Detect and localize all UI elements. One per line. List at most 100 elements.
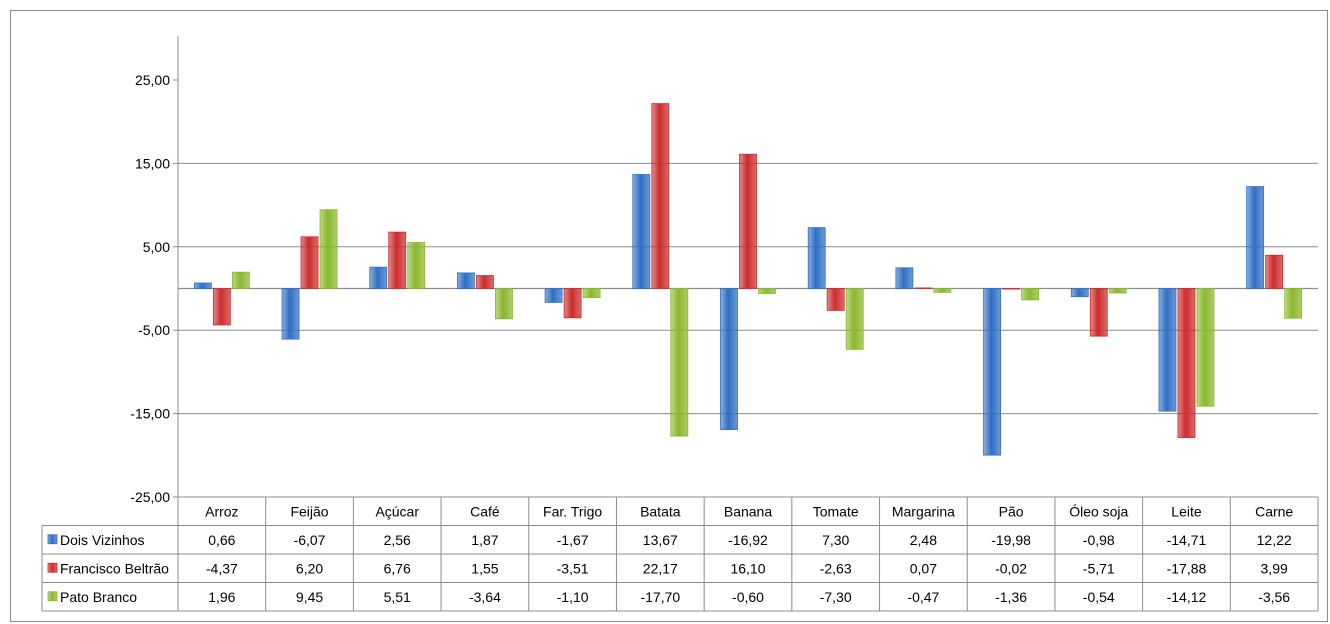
data-label: 1,96 [208,589,235,605]
data-label: 6,20 [296,560,323,576]
bar-francisco-beltr-o-9 [1002,288,1020,290]
data-label: -17,70 [640,589,680,605]
data-label: -2,63 [820,560,852,576]
bar-pato-branco-7 [845,288,864,350]
data-label: 0,66 [208,532,235,548]
data-label: -0,98 [1083,532,1115,548]
category-label: Batata [640,503,681,519]
data-label: -1,10 [557,589,589,605]
y-tick-label: -15,00 [130,406,170,422]
bar-dois-vizinhos-11 [1158,288,1177,412]
category-label: Margarina [892,503,955,519]
bar-francisco-beltr-o-12 [1265,254,1284,289]
bar-pato-branco-4 [582,288,601,299]
bar-pato-branco-10 [1108,288,1127,294]
data-label: -6,07 [294,532,326,548]
category-label: Carne [1255,503,1293,519]
bar-dois-vizinhos-0 [193,282,212,289]
bar-dois-vizinhos-6 [720,288,738,431]
data-label: -14,71 [1167,532,1207,548]
category-label: Far. Trigo [543,503,602,519]
data-label: -0,47 [907,589,939,605]
data-label: 13,67 [643,532,678,548]
category-label: Pão [999,503,1024,519]
data-label: -5,71 [1083,560,1115,576]
bar-pato-branco-3 [495,288,513,320]
data-label: 9,45 [296,589,323,605]
data-label: 22,17 [643,560,678,576]
bar-francisco-beltr-o-0 [212,288,231,326]
data-label: -0,60 [732,589,764,605]
legend-key-2 [47,591,58,602]
legend-label: Pato Branco [60,589,137,605]
data-label: 16,10 [730,560,765,576]
bar-dois-vizinhos-7 [807,227,826,289]
category-label: Óleo soja [1069,503,1128,519]
bar-pato-branco-9 [1021,288,1039,301]
bar-francisco-beltr-o-5 [651,103,670,289]
y-tick-label: -25,00 [130,489,170,505]
legend-label: Francisco Beltrão [60,560,169,576]
data-label: 3,99 [1261,560,1288,576]
data-label: 2,48 [910,532,937,548]
data-label: 0,07 [910,560,937,576]
bar-dois-vizinhos-5 [632,174,651,289]
data-label: -14,12 [1167,589,1207,605]
bar-pato-branco-6 [758,288,776,294]
data-label: -16,92 [728,532,768,548]
bar-pato-branco-0 [231,271,250,289]
bar-dois-vizinhos-2 [369,266,388,289]
y-tick-label: 25,00 [135,72,170,88]
legend-label: Dois Vizinhos [60,532,145,548]
category-label: Tomate [813,503,859,519]
data-label: -17,88 [1167,560,1207,576]
data-label: 7,30 [822,532,849,548]
y-tick-label: -5,00 [138,322,170,338]
data-label: 1,87 [471,532,498,548]
data-label: -4,37 [206,560,238,576]
category-label: Arroz [205,503,238,519]
bar-francisco-beltr-o-2 [388,231,407,289]
bar-francisco-beltr-o-4 [563,288,582,319]
data-label: -0,54 [1083,589,1115,605]
bar-dois-vizinhos-12 [1246,186,1265,289]
data-label: -7,30 [820,589,852,605]
y-tick-label: 15,00 [135,155,170,171]
data-label: 12,22 [1257,532,1292,548]
bar-pato-branco-11 [1196,288,1215,407]
category-label: Café [470,503,500,519]
bar-pato-branco-2 [407,242,426,289]
bar-pato-branco-8 [933,288,952,293]
category-label: Leite [1171,503,1202,519]
category-label: Feijão [290,503,328,519]
bar-dois-vizinhos-8 [895,267,914,289]
bar-dois-vizinhos-9 [983,288,1001,456]
data-label: 6,76 [384,560,411,576]
bar-francisco-beltr-o-11 [1177,288,1196,439]
bar-francisco-beltr-o-10 [1089,288,1108,337]
bar-francisco-beltr-o-1 [300,236,319,289]
category-label: Açúcar [375,503,419,519]
bar-pato-branco-5 [670,288,689,437]
bar-dois-vizinhos-1 [281,288,300,340]
y-tick-label: 5,00 [143,239,170,255]
data-label: -1,67 [557,532,589,548]
bar-pato-branco-12 [1284,288,1303,319]
data-label: -0,02 [995,560,1027,576]
bar-francisco-beltr-o-3 [476,275,494,289]
bar-francisco-beltr-o-8 [914,287,933,289]
bar-dois-vizinhos-3 [457,272,475,289]
data-label: -3,64 [469,589,501,605]
data-label: -1,36 [995,589,1027,605]
bar-francisco-beltr-o-7 [826,288,845,311]
legend-key-1 [47,562,58,573]
data-label: 2,56 [384,532,411,548]
data-label: 5,51 [384,589,411,605]
bar-dois-vizinhos-4 [544,288,563,303]
bar-francisco-beltr-o-6 [739,153,757,289]
legend-key-0 [47,534,58,545]
data-label: 1,55 [471,560,498,576]
data-label: -19,98 [991,532,1031,548]
category-label: Banana [724,503,772,519]
